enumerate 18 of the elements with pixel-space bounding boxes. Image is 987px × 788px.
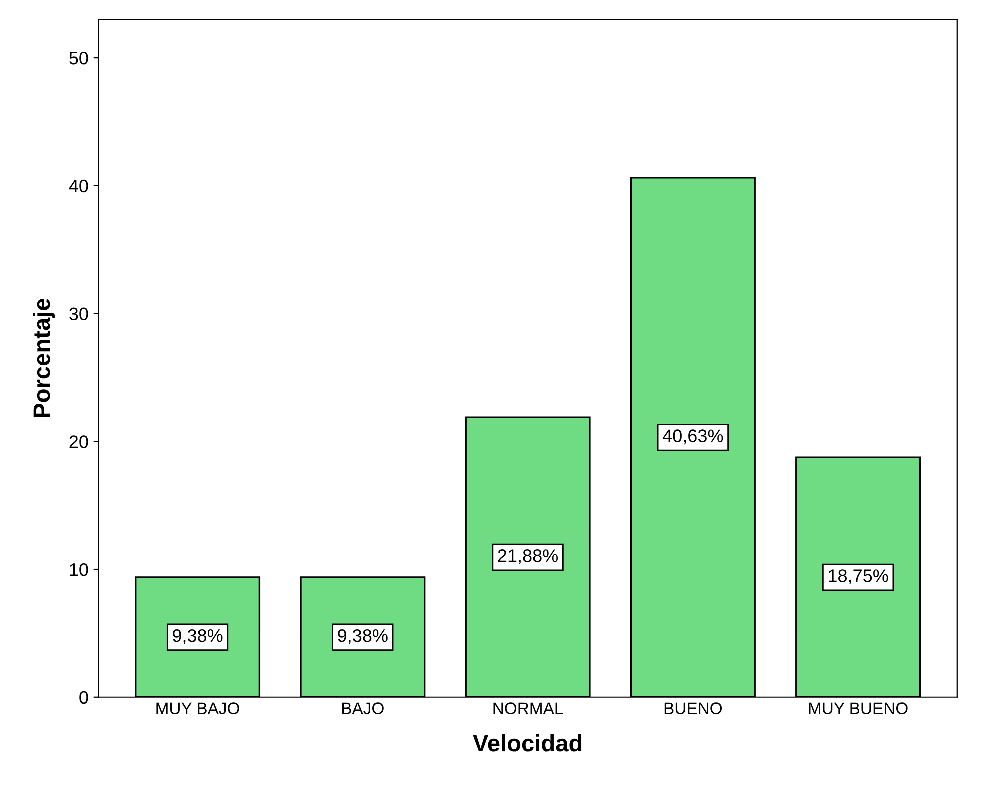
- y-tick-label: 20: [70, 436, 88, 448]
- data-label: 9,38%: [338, 629, 388, 644]
- x-axis-title: Velocidad: [473, 734, 582, 752]
- y-axis-title: Porcentaje: [33, 298, 56, 418]
- y-tick-label: 30: [70, 308, 88, 321]
- x-tick-label: BAJO: [342, 702, 384, 714]
- data-label: 21,88%: [498, 550, 558, 564]
- y-tick-label: 0: [80, 691, 88, 704]
- data-label: 9,38%: [173, 629, 223, 644]
- data-label: 40,63%: [662, 430, 724, 445]
- data-label: 18,75%: [829, 570, 888, 584]
- x-tick-label: NORMAL: [494, 702, 564, 714]
- y-tick-label: 10: [70, 563, 88, 576]
- x-tick-label: BUENO: [664, 702, 722, 714]
- y-tick-label: 50: [70, 52, 88, 65]
- x-tick-label: MUY BAJO: [156, 702, 240, 714]
- y-tick-label: 40: [69, 180, 88, 193]
- x-tick-label: MUY BUENO: [809, 702, 908, 714]
